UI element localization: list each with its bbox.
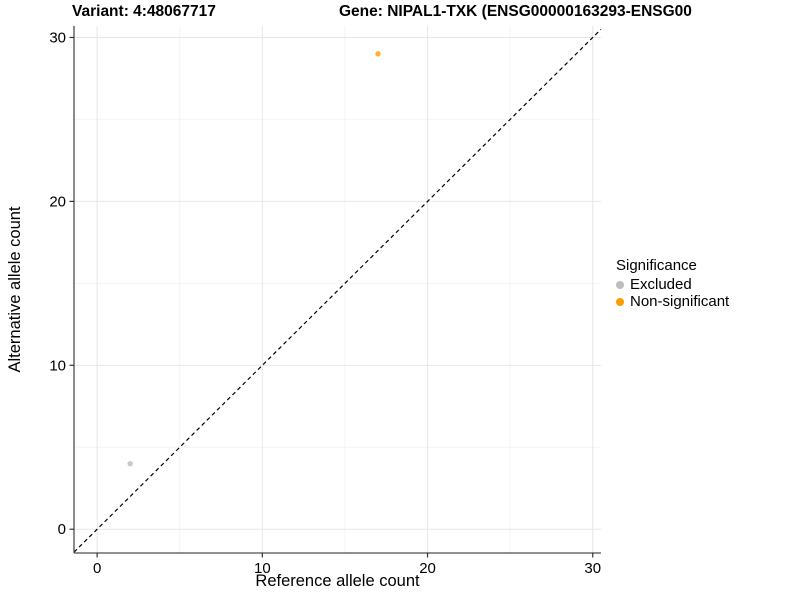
y-tick-label: 20 (49, 193, 66, 210)
legend: Significance Excluded Non-significant (616, 257, 729, 310)
legend-label-excluded: Excluded (630, 276, 692, 293)
x-tick-label: 0 (93, 560, 101, 577)
y-tick-label: 30 (49, 29, 66, 46)
x-tick-label: 30 (584, 560, 601, 577)
data-point-excluded (127, 460, 133, 467)
non-significant-swatch-icon (616, 297, 624, 306)
data-point-non-significant (375, 51, 381, 57)
identity-line (73, 28, 602, 553)
legend-title: Significance (616, 257, 697, 274)
legend-item-excluded: Excluded (616, 276, 729, 294)
y-tick-label: 0 (58, 521, 66, 538)
y-tick-label: 10 (49, 357, 66, 374)
variant-title: Variant: 4:48067717 (72, 3, 216, 20)
excluded-swatch-icon (616, 281, 624, 290)
x-tick-label: 10 (254, 560, 271, 577)
y-axis-title: Alternative allele count (6, 206, 24, 372)
legend-item-non-significant: Non-significant (616, 292, 730, 311)
x-tick-label: 20 (419, 560, 436, 577)
legend-label-non-significant: Non-significant (630, 292, 730, 310)
gene-title: Gene: NIPAL1-TXK (ENSG00000163293-ENSG00 (339, 3, 692, 20)
x-axis-title: Reference allele count (255, 572, 420, 590)
